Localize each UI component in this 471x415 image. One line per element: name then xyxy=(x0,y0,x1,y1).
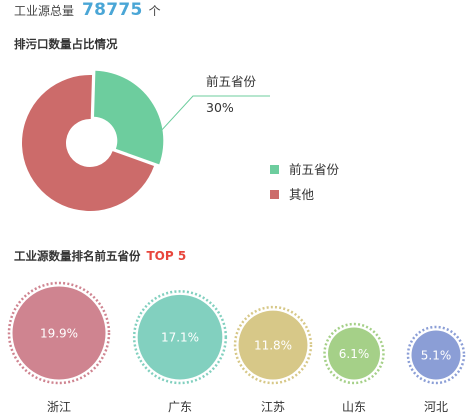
legend-label-top5[interactable]: 前五省份 xyxy=(289,162,340,177)
bubble-category-label: 江苏 xyxy=(261,400,285,414)
bubble-category-label: 山东 xyxy=(342,400,366,414)
annotation-value: 30% xyxy=(206,100,234,115)
bubble-value-label: 11.8% xyxy=(254,339,292,353)
legend-swatch-top5 xyxy=(270,165,279,174)
legend-label-other[interactable]: 其他 xyxy=(289,187,315,202)
bubble-category-label: 广东 xyxy=(168,400,192,414)
pie-slice-top5[interactable] xyxy=(94,71,163,165)
bubble-value-label: 5.1% xyxy=(421,349,452,363)
province-bubble-chart: 19.9% 浙江 17.1% 广东 11.8% 江苏 6.1% 山东 5.1% 河北 xyxy=(9,283,464,414)
bubble-value-label: 6.1% xyxy=(339,347,370,361)
annotation-name: 前五省份 xyxy=(206,74,257,89)
legend-swatch-other xyxy=(270,190,279,199)
bubble-category-label: 浙江 xyxy=(47,400,71,414)
bubble-value-label: 19.9% xyxy=(40,327,78,341)
bubble-value-label: 17.1% xyxy=(161,331,199,345)
donut-chart: 前五省份 30% xyxy=(22,71,270,211)
bubble-category-label: 河北 xyxy=(424,400,448,414)
